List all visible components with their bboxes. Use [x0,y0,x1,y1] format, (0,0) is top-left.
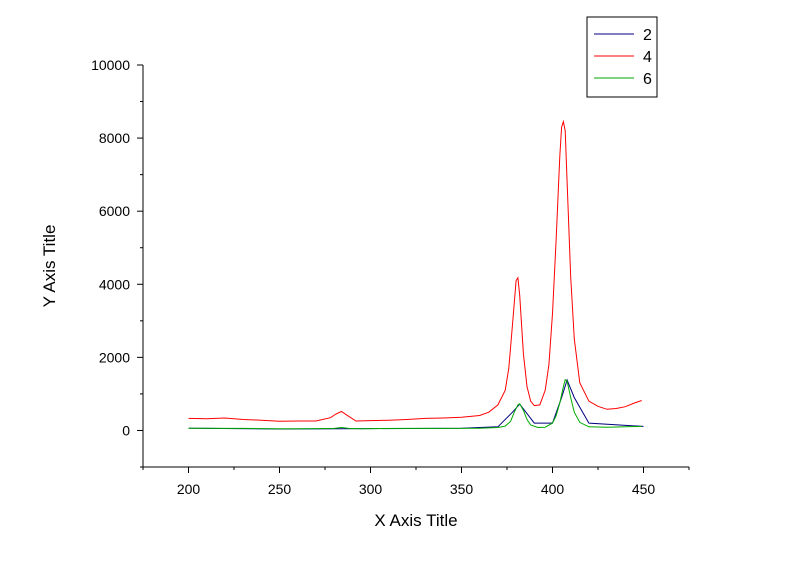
legend-box [586,16,658,98]
series-line-6 [188,378,642,430]
legend-label-2: 2 [643,27,652,44]
y-tick-label: 8000 [99,130,130,146]
y-tick-label: 0 [122,422,130,438]
y-tick-label: 6000 [99,203,130,219]
y-tick-label: 10000 [91,57,130,73]
x-tick-label: 350 [450,481,474,497]
y-axis-title: Y Axis Title [40,225,59,308]
legend: 2 4 6 [586,16,658,98]
y-ticks: 0 2000 4000 6000 8000 10000 [91,57,143,468]
series-line-4 [188,119,642,422]
x-tick-label: 300 [359,481,383,497]
y-tick-label: 4000 [99,276,130,292]
y-tick-label: 2000 [99,349,130,365]
x-tick-label: 400 [541,481,565,497]
x-ticks: 200 250 300 350 400 450 [142,467,690,497]
axes: 200 250 300 350 400 450 0 2000 4000 6000 8000 1000… [91,57,690,497]
x-tick-label: 250 [268,481,292,497]
x-axis-title: X Axis Title [374,511,457,530]
legend-label-4: 4 [643,49,652,66]
x-tick-label: 450 [632,481,656,497]
legend-label-6: 6 [643,71,652,88]
series-line-2 [188,378,644,430]
series-layer [188,119,644,430]
x-tick-label: 200 [177,481,201,497]
